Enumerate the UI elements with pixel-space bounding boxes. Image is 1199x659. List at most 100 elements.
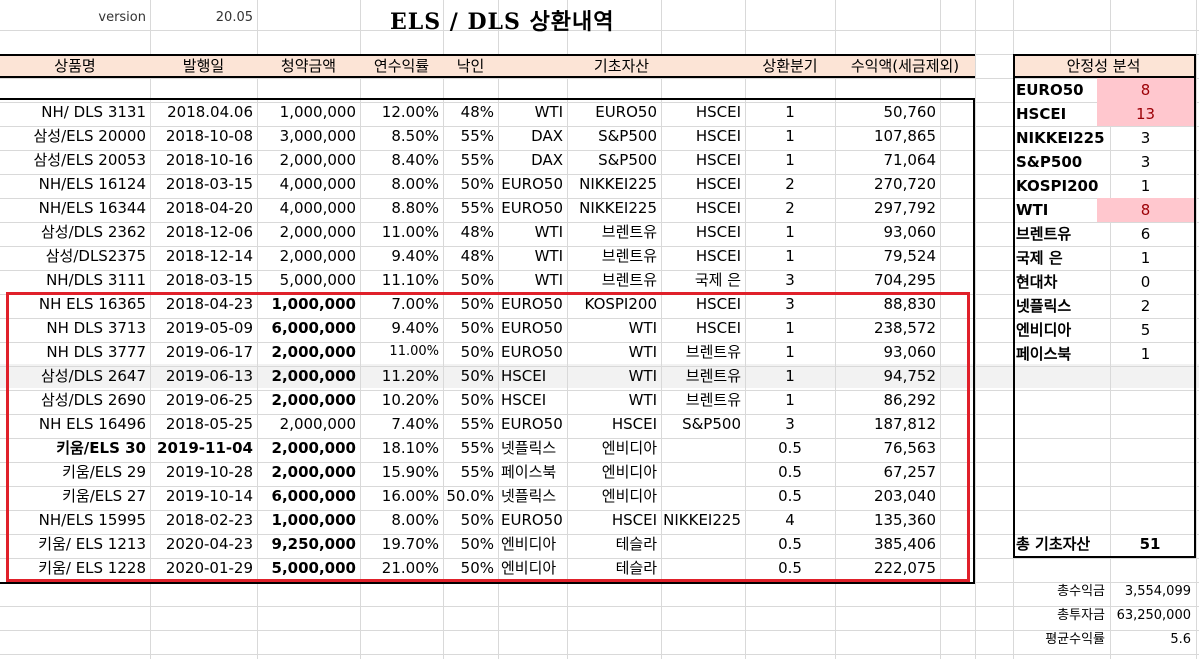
- cell-name[interactable]: 키움/ELS 29: [62, 463, 146, 481]
- cell-a2[interactable]: EURO50: [595, 103, 657, 121]
- total-profit-value[interactable]: 3,554,099: [1124, 584, 1191, 599]
- cell-profit[interactable]: 297,792: [873, 199, 936, 217]
- cell-rate[interactable]: 8.00%: [391, 511, 439, 529]
- cell-rate[interactable]: 12.00%: [381, 103, 439, 121]
- cell-name[interactable]: 삼성/ELS 20000: [33, 127, 147, 145]
- cell-a3[interactable]: HSCEI: [695, 127, 741, 145]
- cell-a1[interactable]: WTI: [534, 103, 563, 121]
- cell-a2[interactable]: 테슬라: [615, 535, 657, 553]
- cell-a1[interactable]: EURO50: [501, 295, 563, 313]
- cell-a3[interactable]: HSCEI: [695, 247, 741, 265]
- stability-value[interactable]: 3: [1140, 153, 1151, 171]
- cell-q[interactable]: 1: [785, 391, 795, 409]
- cell-a1[interactable]: 넷플릭스: [501, 439, 557, 457]
- cell-a1[interactable]: HSCEI: [501, 367, 547, 385]
- cell-q[interactable]: 1: [785, 151, 795, 169]
- cell-q[interactable]: 3: [785, 415, 795, 433]
- cell-amount[interactable]: 2,000,000: [279, 223, 356, 241]
- cell-q[interactable]: 2: [785, 175, 795, 193]
- stability-value[interactable]: 8: [1097, 198, 1194, 222]
- cell-rate[interactable]: 8.50%: [391, 127, 439, 145]
- stability-value[interactable]: 13: [1097, 102, 1194, 126]
- cell-date[interactable]: 2019-06-25: [165, 391, 253, 409]
- cell-profit[interactable]: 79,524: [883, 247, 937, 265]
- cell-a1[interactable]: WTI: [534, 247, 563, 265]
- cell-name[interactable]: 삼성/DLS 2647: [40, 367, 146, 385]
- avg-return-value[interactable]: 5.6: [1170, 632, 1191, 647]
- cell-date[interactable]: 2019-06-17: [165, 343, 253, 361]
- cell-knockin[interactable]: 50%: [460, 343, 494, 361]
- cell-q[interactable]: 0.5: [778, 487, 802, 505]
- cell-a1[interactable]: 엔비디아: [501, 559, 557, 577]
- cell-name[interactable]: NH DLS 3777: [46, 343, 146, 361]
- cell-knockin[interactable]: 48%: [460, 103, 494, 121]
- cell-name[interactable]: 삼성/ELS 20053: [33, 151, 147, 169]
- cell-knockin[interactable]: 50%: [460, 535, 494, 553]
- cell-a3[interactable]: HSCEI: [695, 103, 741, 121]
- cell-date[interactable]: 2018-10-16: [165, 151, 253, 169]
- total-assets-value[interactable]: 51: [1139, 535, 1161, 553]
- cell-a2[interactable]: HSCEI: [611, 415, 657, 433]
- cell-profit[interactable]: 88,830: [883, 295, 937, 313]
- cell-knockin[interactable]: 50%: [460, 391, 494, 409]
- cell-q[interactable]: 1: [785, 343, 795, 361]
- cell-profit[interactable]: 385,406: [873, 535, 936, 553]
- header-col-rate[interactable]: 연수익률: [373, 57, 430, 75]
- cell-name[interactable]: NH/ELS 15995: [38, 511, 146, 529]
- cell-rate[interactable]: 11.10%: [381, 271, 439, 289]
- cell-rate[interactable]: 18.10%: [381, 439, 439, 457]
- cell-name[interactable]: 키움/ELS 30: [56, 439, 146, 457]
- cell-rate[interactable]: 10.20%: [381, 391, 439, 409]
- cell-date[interactable]: 2019-05-09: [165, 319, 253, 337]
- cell-profit[interactable]: 76,563: [883, 439, 937, 457]
- cell-date[interactable]: 2020-04-23: [165, 535, 253, 553]
- cell-name[interactable]: NH ELS 16365: [38, 295, 146, 313]
- cell-amount[interactable]: 5,000,000: [279, 271, 356, 289]
- cell-q[interactable]: 0.5: [778, 535, 802, 553]
- cell-a1[interactable]: WTI: [534, 223, 563, 241]
- cell-date[interactable]: 2019-06-13: [165, 367, 253, 385]
- cell-a1[interactable]: DAX: [531, 151, 563, 169]
- stability-value[interactable]: 0: [1140, 273, 1151, 291]
- cell-date[interactable]: 2018-04-20: [165, 199, 253, 217]
- cell-knockin[interactable]: 50%: [460, 295, 494, 313]
- cell-a3[interactable]: 브렌트유: [685, 391, 741, 409]
- header-col-date[interactable]: 발행일: [182, 57, 225, 75]
- cell-knockin[interactable]: 50%: [460, 559, 494, 577]
- cell-name[interactable]: NH/ DLS 3131: [41, 103, 146, 121]
- cell-a1[interactable]: EURO50: [501, 415, 563, 433]
- cell-profit[interactable]: 187,812: [873, 415, 936, 433]
- cell-date[interactable]: 2020-01-29: [165, 559, 253, 577]
- cell-q[interactable]: 1: [785, 319, 795, 337]
- cell-q[interactable]: 0.5: [778, 439, 802, 457]
- total-invest-value[interactable]: 63,250,000: [1116, 608, 1191, 623]
- cell-a2[interactable]: WTI: [628, 367, 657, 385]
- cell-name[interactable]: 삼성/DLS 2362: [40, 223, 146, 241]
- cell-amount[interactable]: 5,000,000: [271, 559, 356, 577]
- cell-a1[interactable]: EURO50: [501, 511, 563, 529]
- cell-knockin[interactable]: 55%: [460, 199, 494, 217]
- cell-a1[interactable]: EURO50: [501, 199, 563, 217]
- cell-profit[interactable]: 238,572: [873, 319, 936, 337]
- header-col-quarter[interactable]: 상환분기: [762, 57, 818, 75]
- cell-a2[interactable]: KOSPI200: [584, 295, 657, 313]
- cell-a3[interactable]: HSCEI: [695, 319, 741, 337]
- cell-profit[interactable]: 94,752: [883, 367, 937, 385]
- header-col-knockin[interactable]: 낙인: [456, 57, 485, 75]
- cell-a1[interactable]: 엔비디아: [501, 535, 557, 553]
- cell-amount[interactable]: 6,000,000: [271, 319, 356, 337]
- cell-a2[interactable]: 브렌트유: [601, 223, 657, 241]
- cell-knockin[interactable]: 50.0%: [446, 487, 494, 505]
- cell-amount[interactable]: 2,000,000: [271, 439, 356, 457]
- cell-a3[interactable]: [661, 484, 745, 508]
- cell-amount[interactable]: 9,250,000: [271, 535, 356, 553]
- cell-name[interactable]: 삼성/DLS2375: [45, 247, 146, 265]
- cell-a3[interactable]: 브렌트유: [685, 367, 741, 385]
- cell-q[interactable]: 2: [785, 199, 795, 217]
- cell-amount[interactable]: 1,000,000: [271, 295, 356, 313]
- cell-a3[interactable]: HSCEI: [695, 223, 741, 241]
- cell-rate[interactable]: 11.20%: [381, 367, 439, 385]
- cell-q[interactable]: 0.5: [778, 463, 802, 481]
- cell-rate[interactable]: 16.00%: [381, 487, 439, 505]
- stability-value[interactable]: 8: [1097, 78, 1194, 102]
